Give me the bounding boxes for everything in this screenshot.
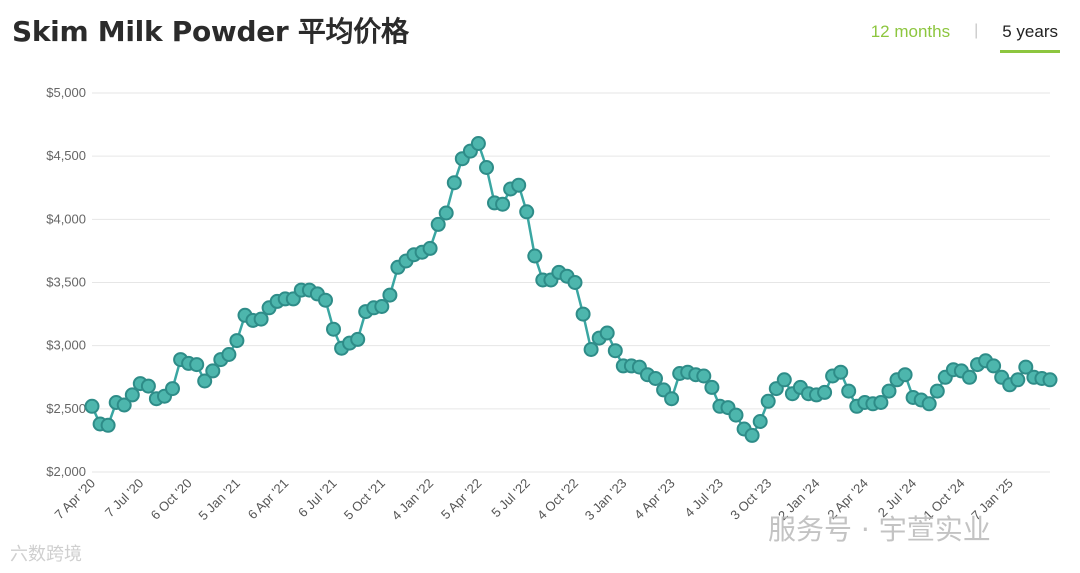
y-tick-label: $4,500 — [46, 148, 86, 163]
data-point[interactable] — [873, 395, 889, 410]
x-tick-label: 5 Jan '21 — [195, 476, 243, 524]
data-point[interactable] — [511, 177, 527, 193]
data-point[interactable] — [962, 369, 977, 385]
data-point[interactable] — [124, 387, 140, 403]
x-tick-label: 5 Apr '22 — [438, 476, 485, 523]
data-point[interactable] — [350, 331, 366, 347]
y-tick-label: $3,000 — [46, 338, 86, 353]
x-tick-label: 5 Jul '22 — [488, 476, 533, 521]
data-point[interactable] — [986, 358, 1002, 374]
series-points — [84, 136, 1058, 443]
data-point[interactable] — [921, 396, 937, 412]
data-point[interactable] — [704, 379, 720, 395]
data-point[interactable] — [575, 306, 591, 322]
data-point[interactable] — [84, 398, 100, 414]
data-point[interactable] — [897, 367, 913, 383]
x-tick-label: 4 Jan '22 — [389, 476, 437, 524]
data-point[interactable] — [648, 371, 663, 386]
data-point[interactable] — [760, 393, 776, 409]
y-tick-label: $3,500 — [46, 275, 86, 290]
data-point[interactable] — [205, 363, 221, 379]
data-point[interactable] — [374, 299, 390, 314]
data-point[interactable] — [479, 160, 494, 175]
data-point[interactable] — [1042, 372, 1058, 388]
range-tabs: 12 months | 5 years — [869, 20, 1060, 53]
x-tick-label: 3 Jan '23 — [582, 476, 630, 524]
data-point[interactable] — [116, 397, 132, 413]
data-point[interactable] — [833, 364, 849, 380]
data-point[interactable] — [599, 325, 615, 341]
data-point[interactable] — [430, 216, 446, 232]
data-point[interactable] — [438, 205, 454, 221]
tab-5-years[interactable]: 5 years — [1000, 20, 1060, 53]
data-point[interactable] — [165, 381, 180, 397]
data-point[interactable] — [495, 196, 511, 212]
y-tick-label: $2,000 — [46, 464, 86, 479]
data-point[interactable] — [446, 175, 462, 191]
page-title: Skim Milk Powder 平均价格 — [12, 15, 409, 48]
data-point[interactable] — [527, 248, 543, 264]
x-tick-label: 7 Jul '20 — [102, 476, 147, 521]
data-point[interactable] — [841, 383, 857, 399]
tab-12-months[interactable]: 12 months — [870, 22, 951, 41]
data-point[interactable] — [817, 384, 833, 400]
data-point[interactable] — [140, 378, 156, 394]
x-tick-label: 4 Jul '23 — [681, 476, 726, 521]
grid-lines — [92, 92, 1050, 473]
x-tick-label: 6 Oct '20 — [148, 476, 195, 523]
y-axis-ticks: $2,000 $2,500 $3,000 $3,500 $4,000 $4,500 $5,0… — [46, 85, 86, 479]
data-point[interactable] — [664, 391, 680, 407]
data-point[interactable] — [229, 333, 245, 349]
x-tick-label: 5 Oct '21 — [341, 476, 388, 523]
data-point[interactable] — [253, 311, 269, 327]
data-point[interactable] — [470, 136, 486, 151]
data-point[interactable] — [422, 240, 438, 256]
data-point[interactable] — [1018, 359, 1034, 375]
data-point[interactable] — [1010, 372, 1026, 388]
data-point[interactable] — [752, 414, 768, 429]
data-point[interactable] — [382, 287, 398, 303]
data-point[interactable] — [567, 275, 583, 290]
data-point[interactable] — [696, 368, 712, 384]
data-point[interactable] — [318, 292, 333, 308]
watermark-right: 服务号 · 宇萱实业 — [768, 513, 991, 546]
data-point[interactable] — [607, 343, 623, 359]
data-point[interactable] — [221, 347, 237, 362]
data-point[interactable] — [776, 372, 792, 388]
x-tick-label: 4 Apr '23 — [631, 476, 678, 523]
series-line — [90, 142, 1051, 437]
data-point[interactable] — [519, 204, 535, 220]
data-point[interactable] — [744, 427, 760, 443]
data-point[interactable] — [583, 342, 599, 357]
data-point[interactable] — [881, 383, 897, 399]
data-point[interactable] — [728, 407, 744, 423]
data-point[interactable] — [189, 357, 205, 373]
x-tick-label: 6 Apr '21 — [245, 476, 292, 523]
y-tick-label: $2,500 — [46, 401, 86, 416]
tab-separator: | — [974, 22, 979, 39]
y-tick-label: $5,000 — [46, 85, 86, 100]
x-tick-label: 6 Jul '21 — [295, 476, 340, 521]
y-tick-label: $4,000 — [46, 211, 86, 226]
x-tick-label: 4 Oct '22 — [534, 476, 581, 523]
data-point[interactable] — [326, 321, 341, 337]
x-tick-label: 7 Apr '20 — [52, 476, 99, 523]
data-point[interactable] — [197, 373, 213, 389]
data-point[interactable] — [100, 417, 116, 433]
data-point[interactable] — [929, 383, 945, 399]
watermark-left: 六数跨境 — [10, 544, 82, 565]
